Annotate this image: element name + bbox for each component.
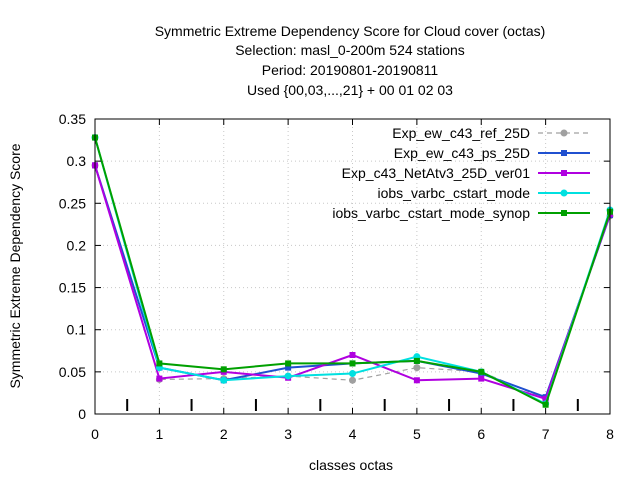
data-point [220, 366, 227, 373]
data-point [156, 360, 163, 367]
data-point [478, 368, 485, 375]
data-point [156, 375, 163, 382]
x-tick-label: 1 [155, 426, 163, 442]
legend-label: Exp_ew_c43_ps_25D [394, 145, 530, 161]
title-line-3: Period: 20190801-20190811 [262, 62, 439, 78]
data-point [285, 360, 292, 367]
title-line-1: Symmetric Extreme Dependency Score for C… [155, 23, 546, 39]
legend-label: Exp_ew_c43_ref_25D [392, 125, 530, 141]
legend-item: iobs_varbc_cstart_mode_synop [332, 205, 590, 221]
y-tick-label: 0.35 [59, 111, 86, 127]
data-point [542, 395, 549, 402]
data-point [561, 150, 567, 156]
chart-title: Symmetric Extreme Dependency Score for C… [155, 23, 546, 98]
data-point [413, 357, 420, 364]
class-boundary-ticks [126, 399, 579, 411]
x-tick-label: 3 [284, 426, 292, 442]
x-axis-label: classes octas [309, 457, 393, 473]
data-point [561, 210, 567, 216]
data-point [284, 372, 292, 380]
data-point [560, 189, 568, 197]
y-tick-label: 0.05 [59, 364, 86, 380]
data-point [220, 376, 228, 384]
legend-item: Exp_ew_c43_ref_25D [392, 125, 590, 141]
legend: Exp_ew_c43_ref_25D Exp_ew_c43_ps_25D Exp_c… [332, 125, 590, 221]
data-point [349, 352, 356, 358]
x-tick-label: 0 [91, 426, 99, 442]
data-point [561, 170, 567, 176]
y-tick-label: 0 [78, 406, 86, 422]
y-tick-label: 0.25 [59, 195, 86, 211]
y-axis-label: Symmetric Extreme Dependency Score [7, 143, 23, 388]
axes: 0 0.05 0.1 0.15 0.2 0.25 0.3 0.35 0 1 2 3 4 5 6 7 8 [59, 111, 614, 442]
legend-item: iobs_varbc_cstart_mode [377, 185, 590, 201]
x-tick-label: 5 [413, 426, 421, 442]
series-lines [91, 134, 614, 408]
legend-item: Exp_ew_c43_ps_25D [394, 145, 590, 161]
data-point [413, 364, 421, 372]
x-tick-label: 7 [542, 426, 550, 442]
legend-label: Exp_c43_NetAtv3_25D_ver01 [342, 165, 531, 181]
y-tick-label: 0.3 [67, 153, 87, 169]
data-point [285, 364, 292, 371]
y-tick-label: 0.1 [67, 322, 87, 338]
data-point [560, 129, 568, 137]
legend-item: Exp_c43_NetAtv3_25D_ver01 [342, 165, 590, 181]
y-tick-label: 0.2 [67, 237, 87, 253]
x-tick-label: 8 [606, 426, 614, 442]
y-tick-label: 0.15 [59, 280, 86, 296]
title-line-2: Selection: masl_0-200m 524 stations [235, 42, 465, 58]
data-point [349, 376, 356, 384]
legend-label: iobs_varbc_cstart_mode [377, 185, 530, 201]
x-tick-label: 4 [349, 426, 357, 442]
x-tick-label: 6 [477, 426, 485, 442]
data-point [413, 377, 420, 384]
data-point [349, 360, 356, 367]
title-line-4: Used {00,03,...,21} + 00 01 02 03 [247, 82, 453, 98]
legend-label: iobs_varbc_cstart_mode_synop [332, 205, 530, 221]
x-tick-label: 2 [220, 426, 228, 442]
data-point [478, 375, 485, 382]
data-point [542, 401, 549, 408]
data-point [349, 370, 356, 378]
